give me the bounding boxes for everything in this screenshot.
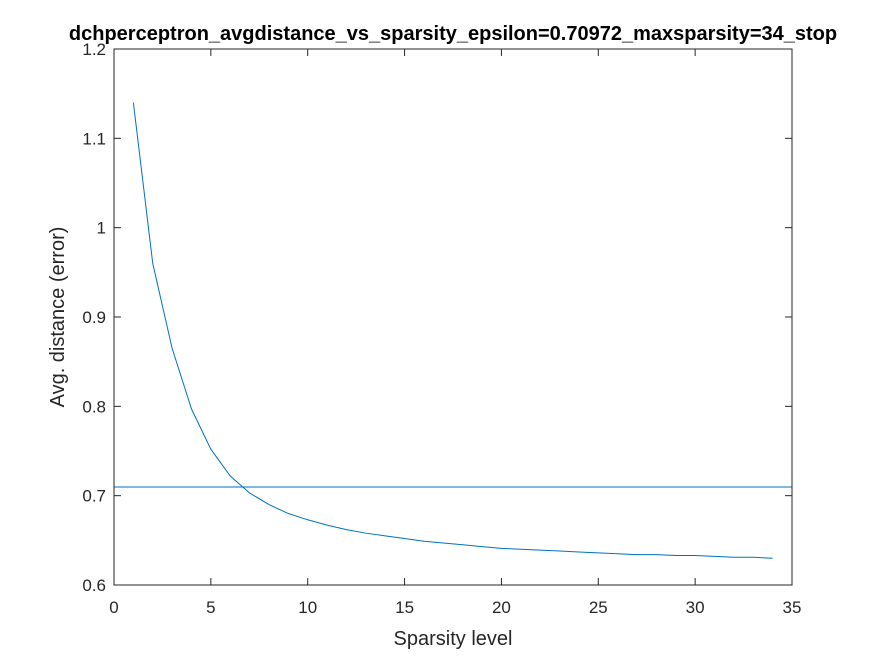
plot-area bbox=[114, 49, 792, 585]
series-layer bbox=[132, 102, 773, 559]
x-tick-label: 0 bbox=[109, 598, 118, 617]
y-tick-label: 0.8 bbox=[82, 397, 106, 416]
y-axis-label: Avg. distance (error) bbox=[47, 227, 69, 408]
y-tick-label: 0.6 bbox=[82, 576, 106, 595]
y-tick-label: 0.9 bbox=[82, 308, 106, 327]
y-tick-label: 1 bbox=[97, 219, 106, 238]
y-tick-label: 0.7 bbox=[82, 487, 106, 506]
x-tick-label: 25 bbox=[589, 598, 608, 617]
x-tick-label: 35 bbox=[783, 598, 802, 617]
x-tick-label: 15 bbox=[395, 598, 414, 617]
y-tick-label: 1.2 bbox=[82, 40, 106, 59]
x-tick-label: 5 bbox=[206, 598, 215, 617]
x-tick-label: 30 bbox=[686, 598, 705, 617]
series-line-0 bbox=[132, 102, 773, 559]
x-tick-label: 20 bbox=[492, 598, 511, 617]
tick-layer: 0 5 10 15 20 25 30 35 0.6 0.7 0.8 0.9 1 1.1 1.2 bbox=[82, 40, 801, 617]
y-tick-label: 1.1 bbox=[82, 129, 106, 148]
x-tick-label: 10 bbox=[298, 598, 317, 617]
x-axis-label: Sparsity level bbox=[394, 628, 513, 650]
chart-title: dchperceptron_avgdistance_vs_sparsity_ep… bbox=[69, 23, 837, 45]
